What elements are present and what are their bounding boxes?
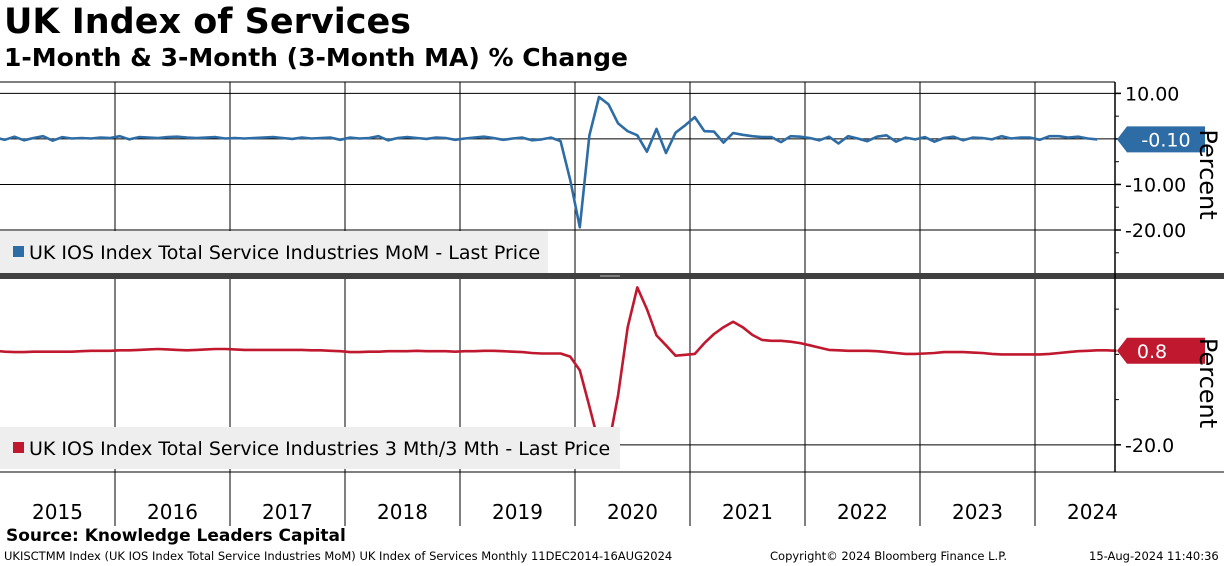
page-subtitle: 1-Month & 3-Month (3-Month MA) % Change bbox=[4, 43, 628, 72]
series-line-3m bbox=[0, 286, 1117, 448]
legend-box bbox=[0, 427, 620, 469]
y-tick-label: -20.0 bbox=[1125, 435, 1174, 457]
legend-box bbox=[0, 231, 548, 273]
x-tick-label: 2015 bbox=[32, 500, 83, 524]
legend-layer: UK IOS Index Total Service Industries Mo… bbox=[0, 231, 620, 469]
x-tick-label: 2020 bbox=[607, 500, 658, 524]
x-tick-label: 2017 bbox=[262, 500, 313, 524]
x-tick-label: 2024 bbox=[1067, 500, 1118, 524]
footer-copyright: Copyright© 2024 Bloomberg Finance L.P. bbox=[770, 549, 1007, 563]
footer-timestamp: 15-Aug-2024 11:40:36 bbox=[1089, 549, 1219, 563]
footer-ticker-info: UKISCTMM Index (UK IOS Index Total Servi… bbox=[4, 549, 673, 563]
x-tick-label: 2018 bbox=[377, 500, 428, 524]
page-title: UK Index of Services bbox=[4, 2, 412, 42]
y-tick-label: -10.00 bbox=[1125, 174, 1186, 196]
last-value-label: 0.8 bbox=[1137, 341, 1167, 363]
x-tick-label: 2019 bbox=[492, 500, 543, 524]
series-line-mom bbox=[0, 95, 1098, 229]
last-value-tag bbox=[1117, 337, 1205, 364]
y-axis-title: Percent bbox=[1194, 129, 1222, 219]
legend-swatch bbox=[13, 246, 24, 257]
last-value-tag bbox=[1117, 126, 1205, 153]
x-tick-label: 2021 bbox=[722, 500, 773, 524]
y-tick-label: 10.00 bbox=[1125, 83, 1179, 105]
last-value-label: -0.10 bbox=[1141, 129, 1190, 151]
legend-swatch bbox=[13, 442, 24, 453]
y-tick-label: -20.00 bbox=[1125, 220, 1186, 242]
legend-label: UK IOS Index Total Service Industries Mo… bbox=[29, 242, 540, 264]
axis-layer: 2015 2016 2017 2018 2019 2020 2021 2022 2023 2024… bbox=[32, 82, 1222, 524]
x-tick-label: 2016 bbox=[147, 500, 198, 524]
x-tick-label: 2022 bbox=[837, 500, 888, 524]
series-layer bbox=[0, 95, 1117, 448]
y-axis-title: Percent bbox=[1194, 338, 1222, 428]
x-tick-label: 2023 bbox=[952, 500, 1003, 524]
source-note: Source: Knowledge Leaders Capital bbox=[6, 526, 346, 546]
legend-label: UK IOS Index Total Service Industries 3 … bbox=[29, 438, 610, 460]
